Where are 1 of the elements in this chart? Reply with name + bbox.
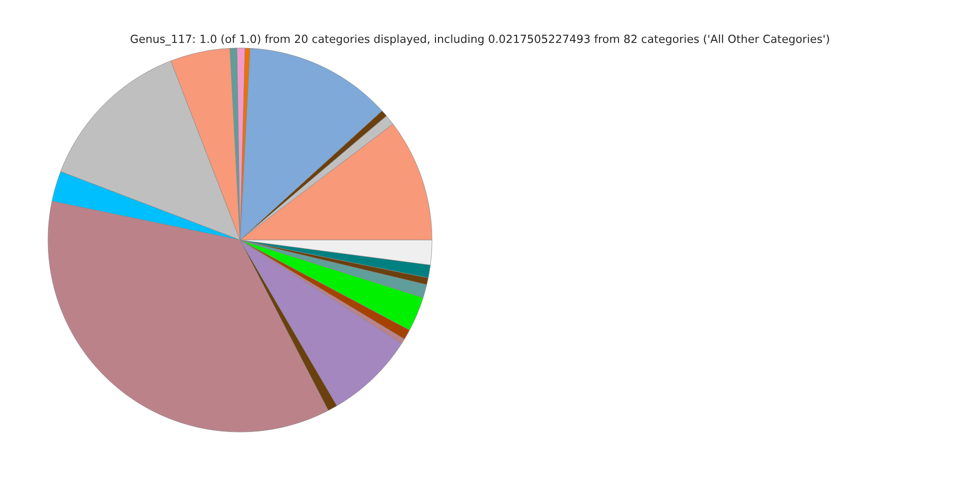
text: Genus_117: 1.0 (of 1.0) from 20 categories displayed, including 0.0217505227493 from 82 categories ('All Other Categories') <box>130 34 830 46</box>
